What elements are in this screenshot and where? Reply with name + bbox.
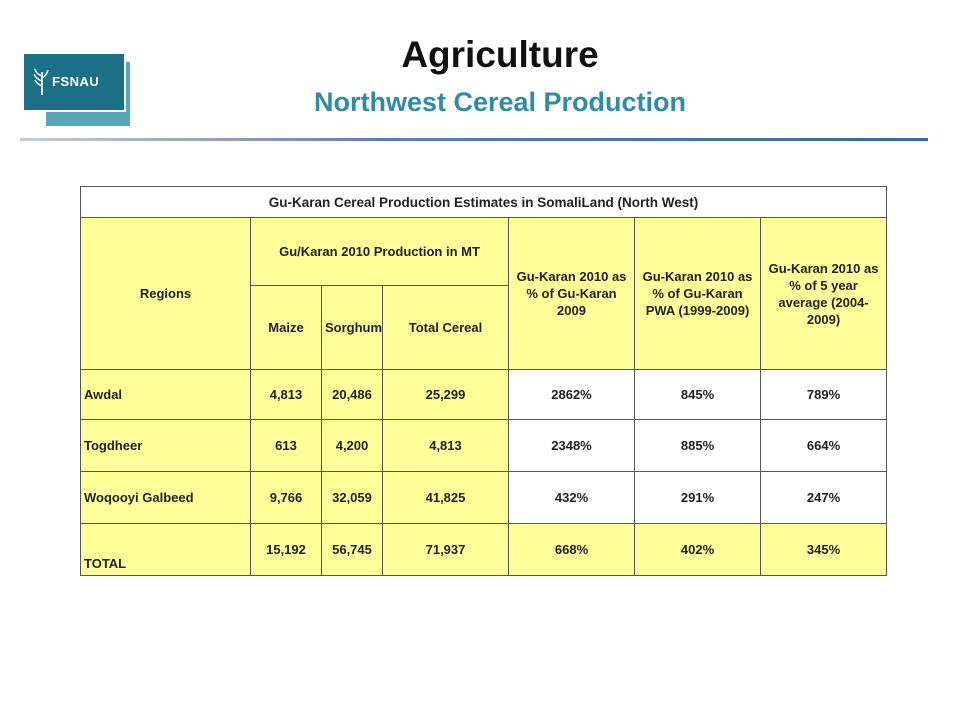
- header-production-group: Gu/Karan 2010 Production in MT: [250, 217, 509, 286]
- region-cell: Togdheer: [80, 419, 251, 472]
- pct-5yr-cell: 247%: [759, 471, 888, 524]
- logo-text: FSNAU: [52, 74, 100, 89]
- wheat-icon: [33, 68, 49, 95]
- header-row-2: Maize Sorghum Total Cereal: [81, 285, 887, 370]
- production-table: Gu-Karan Cereal Production Estimates in …: [79, 186, 888, 576]
- sorghum-cell: 4,200: [321, 419, 383, 472]
- production-table-container: Gu-Karan Cereal Production Estimates in …: [79, 186, 888, 576]
- total-sorghum-cell: 56,745: [321, 523, 383, 576]
- pct-2009-cell: 2862%: [508, 369, 635, 420]
- total-cereal-cell: 4,813: [382, 419, 509, 472]
- total-label-cell: TOTAL: [80, 523, 251, 576]
- total-cereal-cell: 41,825: [382, 471, 509, 524]
- pct-2009-cell: 2348%: [508, 419, 635, 472]
- header-row-1: Regions Gu/Karan 2010 Production in MT G…: [80, 217, 888, 370]
- maize-cell: 9,766: [250, 471, 322, 524]
- pct-5yr-cell: 789%: [759, 369, 888, 420]
- page-title: Agriculture: [401, 34, 599, 75]
- pct-5yr-cell: 664%: [759, 419, 888, 472]
- page-subtitle: Northwest Cereal Production: [313, 87, 687, 117]
- maize-cell: 4,813: [250, 369, 322, 420]
- total-cereal-cell: 25,299: [382, 369, 509, 420]
- region-cell: Woqooyi Galbeed: [80, 471, 251, 524]
- header-divider: [20, 138, 928, 141]
- maize-cell: 613: [250, 419, 322, 472]
- table-caption: Gu-Karan Cereal Production Estimates in …: [79, 186, 888, 218]
- pct-pwa-cell: 845%: [634, 369, 761, 420]
- fsnau-logo: FSNAU: [20, 52, 132, 128]
- region-cell: Awdal: [80, 369, 251, 420]
- sorghum-cell: 20,486: [321, 369, 383, 420]
- total-maize-cell: 15,192: [250, 523, 322, 576]
- pct-2009-cell: 432%: [508, 471, 635, 524]
- total-pct-2009-cell: 668%: [508, 523, 635, 576]
- header-pct-5yr: Gu-Karan 2010 as % of 5 year average (20…: [759, 217, 888, 370]
- header-pct-2009: Gu-Karan 2010 as % of Gu-Karan 2009: [508, 217, 635, 370]
- total-pct-5yr-cell: 345%: [759, 523, 888, 576]
- total-pct-pwa-cell: 402%: [634, 523, 761, 576]
- pct-pwa-cell: 885%: [634, 419, 761, 472]
- total-cereal-sum-cell: 71,937: [382, 523, 509, 576]
- table-row: Woqooyi Galbeed 9,766 32,059 41,825 432%…: [80, 471, 888, 524]
- pct-pwa-cell: 291%: [634, 471, 761, 524]
- table-row: Awdal 4,813 20,486 25,299 2862% 845% 789…: [80, 369, 888, 420]
- caption-row: Gu-Karan Cereal Production Estimates in …: [79, 186, 888, 218]
- header-pct-pwa: Gu-Karan 2010 as % of Gu-Karan PWA (1999…: [634, 217, 761, 370]
- sorghum-cell: 32,059: [321, 471, 383, 524]
- header-regions: Regions: [80, 217, 251, 370]
- header-sorghum: Sorghum: [321, 285, 383, 370]
- total-row: TOTAL 15,192 56,745 71,937 668% 402% 345…: [80, 523, 888, 576]
- header-total-cereal: Total Cereal: [382, 285, 509, 370]
- header-maize: Maize: [250, 285, 322, 370]
- logo-front-square: FSNAU: [22, 52, 126, 112]
- table-row: Togdheer 613 4,200 4,813 2348% 885% 664%: [80, 419, 888, 472]
